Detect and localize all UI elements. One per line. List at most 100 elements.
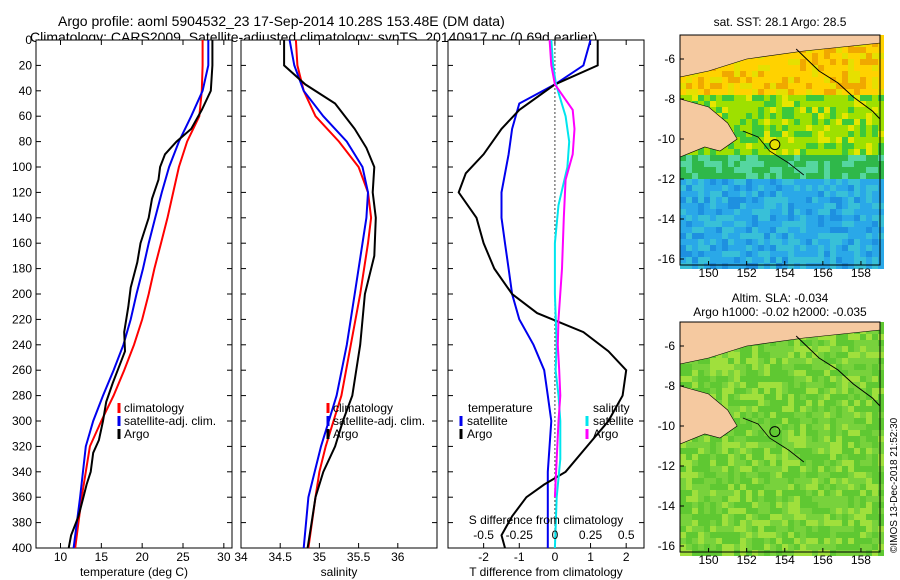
- sst_map-cell: [770, 89, 776, 95]
- sst_map-cell: [824, 251, 830, 257]
- sst_map-cell: [794, 131, 800, 137]
- sst_map-cell: [824, 215, 830, 221]
- sla_map-cell: [872, 400, 878, 406]
- sst_map-cell: [746, 167, 752, 173]
- sst_map-cell: [872, 65, 878, 71]
- sla_map-cell: [770, 394, 776, 400]
- sst_map-cell: [812, 179, 818, 185]
- sst_map-cell: [776, 227, 782, 233]
- sla_map-cell: [848, 442, 854, 448]
- sst_map-cell: [800, 107, 806, 113]
- sst_map-cell: [812, 71, 818, 77]
- sst_map-cell: [746, 197, 752, 203]
- sst_map-cell: [752, 209, 758, 215]
- sst_map-cell: [704, 149, 710, 155]
- sst_map-cell: [698, 233, 704, 239]
- sla_map-cell: [806, 388, 812, 394]
- sla_map-cell: [704, 484, 710, 490]
- sst_map-cell: [866, 71, 872, 77]
- sst_map-cell: [734, 101, 740, 107]
- sst_map-cell: [782, 71, 788, 77]
- sst_map-cell: [752, 137, 758, 143]
- sla_map-cell: [818, 424, 824, 430]
- sla_map-cell: [842, 502, 848, 508]
- sst_map-cell: [848, 119, 854, 125]
- sla_map-cell: [830, 460, 836, 466]
- sst_map-cell: [698, 179, 704, 185]
- sla_map-cell: [740, 460, 746, 466]
- sla_map-cell: [776, 430, 782, 436]
- sla_map-cell: [800, 532, 806, 538]
- sst_map-cell: [842, 191, 848, 197]
- sla_map-cell: [812, 364, 818, 370]
- sla_map-cell: [878, 400, 884, 406]
- sla_map-cell: [710, 484, 716, 490]
- sst_map-cell: [830, 83, 836, 89]
- sst_map-cell: [860, 245, 866, 251]
- sst_map-cell: [866, 53, 872, 59]
- sla_map-cell: [770, 436, 776, 442]
- sst_map-cell: [794, 143, 800, 149]
- sla_map-cell: [680, 520, 686, 526]
- sla_map-cell: [848, 496, 854, 502]
- sla_map-cell: [764, 454, 770, 460]
- sst_map-cell: [716, 71, 722, 77]
- sla_map-cell: [734, 364, 740, 370]
- sst_map-cell: [758, 107, 764, 113]
- sla_map-cell: [788, 484, 794, 490]
- sla_map-cell: [836, 376, 842, 382]
- sst_map-cell: [860, 221, 866, 227]
- sla_map-cell: [800, 478, 806, 484]
- sla_map-cell: [776, 520, 782, 526]
- sla_map-cell: [848, 424, 854, 430]
- sst_map-cell: [752, 83, 758, 89]
- sla_map-cell: [854, 394, 860, 400]
- sla_map-cell: [824, 376, 830, 382]
- sst_map-cell: [716, 83, 722, 89]
- sst_map-cell: [740, 191, 746, 197]
- sst_map-cell: [788, 131, 794, 137]
- sla_map-cell: [866, 334, 872, 340]
- sla_map-cell: [716, 478, 722, 484]
- sst_map-cell: [770, 131, 776, 137]
- sst_map-cell: [788, 113, 794, 119]
- sst_map-cell: [842, 251, 848, 257]
- sla_map-cell: [710, 526, 716, 532]
- sst_map-cell: [824, 143, 830, 149]
- depth-tick-label: 340: [12, 465, 32, 479]
- sla_map-cell: [836, 346, 842, 352]
- sst_map-cell: [806, 191, 812, 197]
- sst_map-cell: [698, 83, 704, 89]
- sst_map-cell: [866, 215, 872, 221]
- depth-tick-label: 60: [19, 109, 33, 123]
- sst_map-cell: [758, 59, 764, 65]
- difference-xtick-label: 2: [623, 550, 630, 564]
- sla_map-cell: [758, 376, 764, 382]
- sst_map-cell: [692, 257, 698, 263]
- sst_map-cell: [854, 239, 860, 245]
- sst_map-cell: [836, 137, 842, 143]
- salinity-difference-tick-label: -0.5: [473, 528, 494, 542]
- sst_map-cell: [764, 227, 770, 233]
- sst_map-cell: [836, 47, 842, 53]
- sst_map-cell: [680, 155, 686, 161]
- sla_map-cell: [878, 334, 884, 340]
- difference-xtick-label: 1: [587, 550, 594, 564]
- sla_map-cell: [782, 538, 788, 544]
- sst_map-cell: [836, 239, 842, 245]
- sst_map-cell: [752, 155, 758, 161]
- sst_map-cell: [704, 263, 710, 269]
- sla_map-cell: [794, 382, 800, 388]
- sla_map-cell: [836, 382, 842, 388]
- sla_map-cell: [788, 550, 794, 556]
- sst_map-cell: [692, 215, 698, 221]
- sla_map-cell: [872, 394, 878, 400]
- sst_map-cell: [770, 245, 776, 251]
- sst_map-cell: [698, 155, 704, 161]
- sst_map-cell: [680, 89, 686, 95]
- sla_map-cell: [830, 514, 836, 520]
- sst_map-cell: [722, 71, 728, 77]
- sla_map-cell: [704, 526, 710, 532]
- sla_map-cell: [842, 352, 848, 358]
- sst_map-cell: [806, 77, 812, 83]
